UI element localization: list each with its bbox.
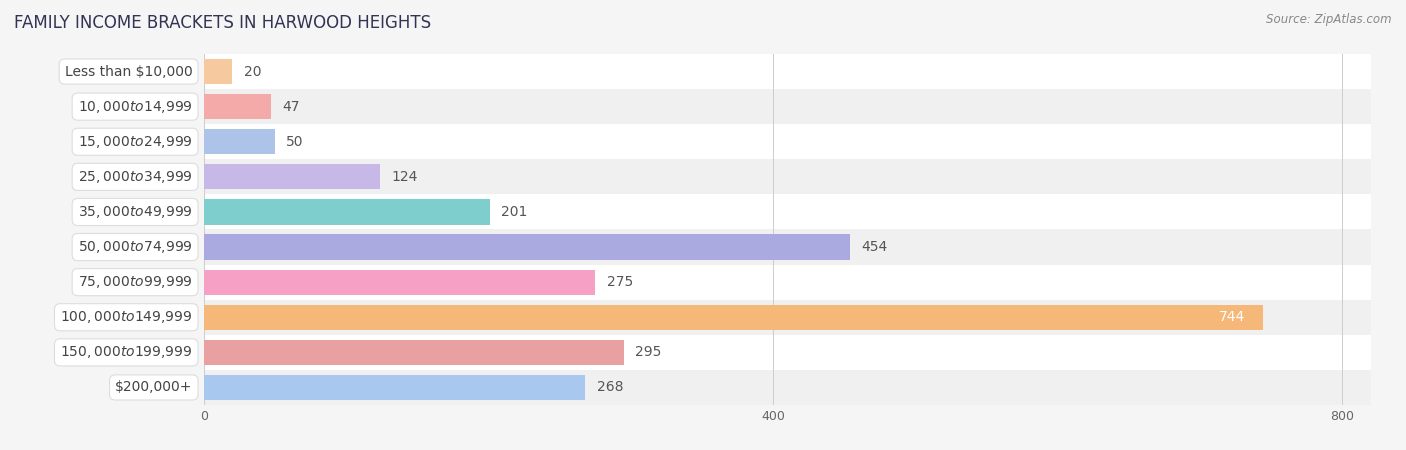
- Text: $50,000 to $74,999: $50,000 to $74,999: [77, 239, 193, 255]
- Text: $25,000 to $34,999: $25,000 to $34,999: [77, 169, 193, 185]
- Text: 268: 268: [596, 380, 623, 395]
- Text: $75,000 to $99,999: $75,000 to $99,999: [77, 274, 193, 290]
- Text: $200,000+: $200,000+: [115, 380, 193, 395]
- Text: 20: 20: [243, 64, 262, 79]
- Bar: [204, 194, 1371, 230]
- Text: 295: 295: [636, 345, 661, 360]
- Text: 744: 744: [1219, 310, 1246, 324]
- Text: 201: 201: [502, 205, 527, 219]
- Text: $100,000 to $149,999: $100,000 to $149,999: [60, 309, 193, 325]
- Bar: [204, 270, 595, 295]
- Text: 454: 454: [862, 240, 887, 254]
- Text: $15,000 to $24,999: $15,000 to $24,999: [77, 134, 193, 150]
- Bar: [204, 300, 1371, 335]
- Bar: [204, 124, 1371, 159]
- Bar: [204, 335, 1371, 370]
- Bar: [204, 265, 1371, 300]
- Bar: [204, 94, 271, 119]
- Text: $10,000 to $14,999: $10,000 to $14,999: [77, 99, 193, 115]
- Bar: [204, 230, 1371, 265]
- Bar: [204, 164, 381, 189]
- Bar: [204, 305, 1263, 330]
- Text: FAMILY INCOME BRACKETS IN HARWOOD HEIGHTS: FAMILY INCOME BRACKETS IN HARWOOD HEIGHT…: [14, 14, 432, 32]
- Bar: [204, 129, 276, 154]
- Bar: [204, 375, 585, 400]
- Bar: [204, 59, 232, 84]
- Bar: [204, 340, 624, 365]
- Bar: [204, 234, 851, 260]
- Text: 124: 124: [392, 170, 418, 184]
- Bar: [204, 370, 1371, 405]
- Text: Less than $10,000: Less than $10,000: [65, 64, 193, 79]
- Text: 275: 275: [606, 275, 633, 289]
- Bar: [204, 199, 489, 225]
- Text: 50: 50: [287, 135, 304, 149]
- Text: 47: 47: [283, 99, 299, 114]
- Bar: [204, 54, 1371, 89]
- Text: Source: ZipAtlas.com: Source: ZipAtlas.com: [1267, 14, 1392, 27]
- Text: $150,000 to $199,999: $150,000 to $199,999: [60, 344, 193, 360]
- Bar: [204, 159, 1371, 194]
- Bar: [204, 89, 1371, 124]
- Text: $35,000 to $49,999: $35,000 to $49,999: [77, 204, 193, 220]
